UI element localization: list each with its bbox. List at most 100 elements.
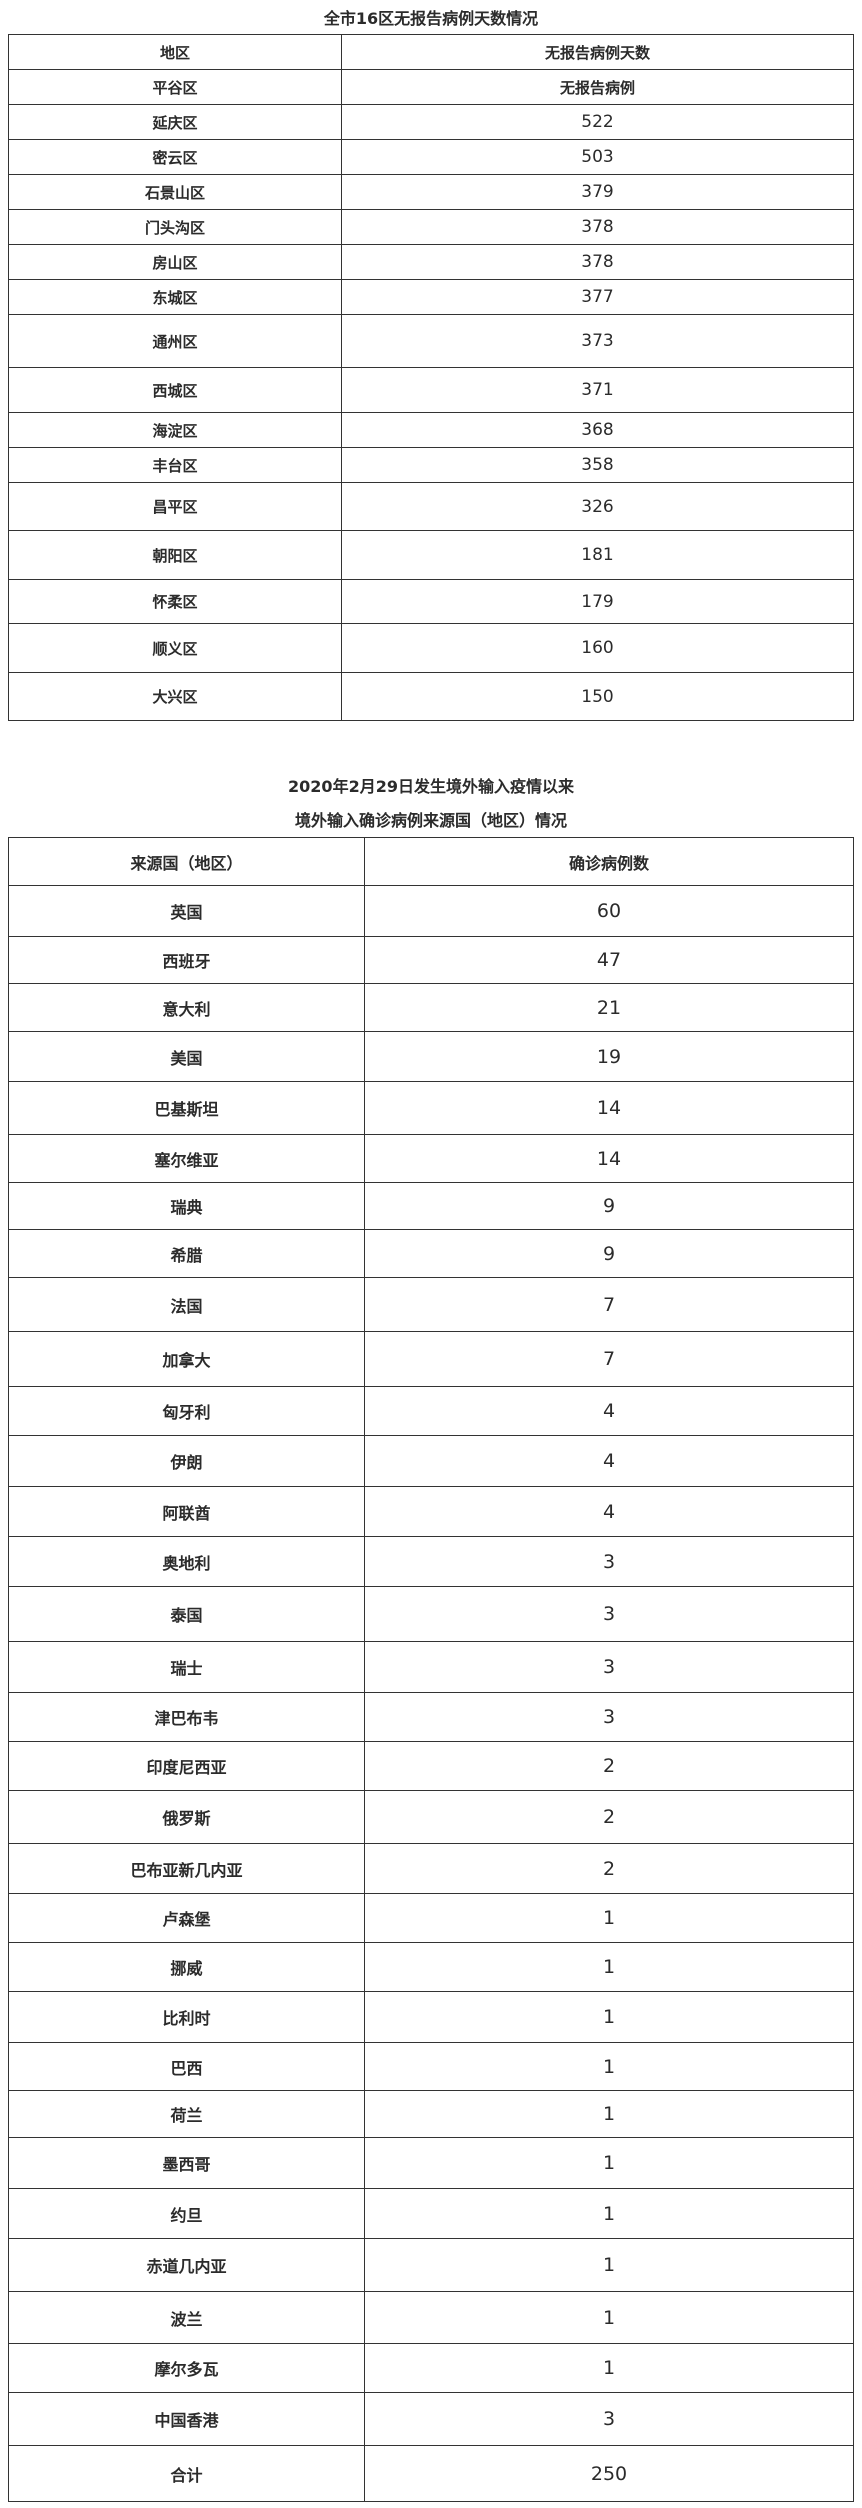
country-cell: 希腊 bbox=[8, 1229, 365, 1278]
country-cell: 比利时 bbox=[8, 1991, 365, 2043]
count-cell: 1 bbox=[364, 2042, 854, 2091]
count-cell: 1 bbox=[364, 2291, 854, 2344]
region-cell: 石景山区 bbox=[8, 174, 342, 210]
country-cell: 加拿大 bbox=[8, 1331, 365, 1387]
table2-title-line1: 2020年2月29日发生境外输入疫情以来 bbox=[288, 777, 574, 796]
days-cell: 368 bbox=[341, 412, 854, 448]
days-cell: 377 bbox=[341, 279, 854, 315]
header-country: 来源国（地区） bbox=[8, 837, 365, 886]
region-cell: 延庆区 bbox=[8, 104, 342, 140]
count-cell: 7 bbox=[364, 1277, 854, 1332]
table-row: 石景山区 379 bbox=[8, 174, 854, 210]
region-cell: 西城区 bbox=[8, 367, 342, 413]
country-cell: 伊朗 bbox=[8, 1435, 365, 1487]
days-cell: 378 bbox=[341, 244, 854, 280]
table-row: 波兰 1 bbox=[8, 2291, 854, 2344]
country-cell: 中国香港 bbox=[8, 2392, 365, 2446]
total-label: 合计 bbox=[8, 2445, 365, 2502]
region-cell: 门头沟区 bbox=[8, 209, 342, 245]
count-cell: 60 bbox=[364, 885, 854, 937]
region-cell: 顺义区 bbox=[8, 623, 342, 673]
table-row: 法国 7 bbox=[8, 1277, 854, 1332]
table-row: 海淀区 368 bbox=[8, 412, 854, 448]
country-cell: 挪威 bbox=[8, 1942, 365, 1992]
count-cell: 1 bbox=[364, 2090, 854, 2138]
count-cell: 1 bbox=[364, 1942, 854, 1992]
table-row: 印度尼西亚 2 bbox=[8, 1741, 854, 1791]
header-days: 无报告病例天数 bbox=[341, 34, 854, 70]
count-cell: 3 bbox=[364, 1536, 854, 1587]
table-row: 门头沟区 378 bbox=[8, 209, 854, 245]
table-row: 俄罗斯 2 bbox=[8, 1790, 854, 1844]
table-row: 丰台区 358 bbox=[8, 447, 854, 483]
days-cell: 371 bbox=[341, 367, 854, 413]
days-cell: 326 bbox=[341, 482, 854, 531]
table-row: 东城区 377 bbox=[8, 279, 854, 315]
region-cell: 房山区 bbox=[8, 244, 342, 280]
count-cell: 2 bbox=[364, 1741, 854, 1791]
count-cell: 2 bbox=[364, 1790, 854, 1844]
count-cell: 19 bbox=[364, 1031, 854, 1082]
table-row: 顺义区 160 bbox=[8, 623, 854, 673]
table-row: 比利时 1 bbox=[8, 1991, 854, 2043]
country-cell: 瑞典 bbox=[8, 1182, 365, 1230]
days-cell: 179 bbox=[341, 579, 854, 624]
table-row: 昌平区 326 bbox=[8, 482, 854, 531]
count-cell: 4 bbox=[364, 1386, 854, 1436]
country-cell: 卢森堡 bbox=[8, 1893, 365, 1943]
table-row: 巴西 1 bbox=[8, 2042, 854, 2091]
country-cell: 赤道几内亚 bbox=[8, 2238, 365, 2292]
days-cell: 522 bbox=[341, 104, 854, 140]
count-cell: 1 bbox=[364, 1893, 854, 1943]
days-cell: 378 bbox=[341, 209, 854, 245]
count-cell: 3 bbox=[364, 1641, 854, 1693]
count-cell: 1 bbox=[364, 1991, 854, 2043]
country-cell: 摩尔多瓦 bbox=[8, 2343, 365, 2393]
country-cell: 波兰 bbox=[8, 2291, 365, 2344]
table-row: 匈牙利 4 bbox=[8, 1386, 854, 1436]
table-row: 塞尔维亚 14 bbox=[8, 1134, 854, 1183]
table-row: 瑞士 3 bbox=[8, 1641, 854, 1693]
table-row: 荷兰 1 bbox=[8, 2090, 854, 2138]
table-row: 美国 19 bbox=[8, 1031, 854, 1082]
table-header-row: 地区 无报告病例天数 bbox=[8, 34, 854, 70]
country-cell: 阿联酋 bbox=[8, 1486, 365, 1537]
table-row: 挪威 1 bbox=[8, 1942, 854, 1992]
country-cell: 英国 bbox=[8, 885, 365, 937]
table-row: 朝阳区 181 bbox=[8, 530, 854, 580]
table-row: 巴布亚新几内亚 2 bbox=[8, 1843, 854, 1894]
country-cell: 巴基斯坦 bbox=[8, 1081, 365, 1135]
table-row: 巴基斯坦 14 bbox=[8, 1081, 854, 1135]
days-cell: 503 bbox=[341, 139, 854, 175]
table-row: 卢森堡 1 bbox=[8, 1893, 854, 1943]
table-row: 平谷区 无报告病例 bbox=[8, 69, 854, 105]
district-no-case-days-table: 地区 无报告病例天数 平谷区 无报告病例 延庆区 522 密云区 503 石景山区 379 门头… bbox=[8, 34, 854, 721]
days-cell: 373 bbox=[341, 314, 854, 368]
table-row: 密云区 503 bbox=[8, 139, 854, 175]
count-cell: 9 bbox=[364, 1229, 854, 1278]
region-cell: 平谷区 bbox=[8, 69, 342, 105]
days-cell: 358 bbox=[341, 447, 854, 483]
country-cell: 津巴布韦 bbox=[8, 1692, 365, 1742]
count-cell: 14 bbox=[364, 1134, 854, 1183]
table-row: 西班牙 47 bbox=[8, 936, 854, 984]
region-cell: 通州区 bbox=[8, 314, 342, 368]
count-cell: 2 bbox=[364, 1843, 854, 1894]
table-row: 延庆区 522 bbox=[8, 104, 854, 140]
country-cell: 印度尼西亚 bbox=[8, 1741, 365, 1791]
days-cell: 150 bbox=[341, 672, 854, 721]
count-cell: 7 bbox=[364, 1331, 854, 1387]
count-cell: 1 bbox=[364, 2137, 854, 2189]
country-cell: 意大利 bbox=[8, 983, 365, 1032]
country-cell: 美国 bbox=[8, 1031, 365, 1082]
country-cell: 俄罗斯 bbox=[8, 1790, 365, 1844]
count-cell: 1 bbox=[364, 2343, 854, 2393]
table-header-row: 来源国（地区） 确诊病例数 bbox=[8, 837, 854, 886]
count-cell: 1 bbox=[364, 2238, 854, 2292]
country-cell: 奥地利 bbox=[8, 1536, 365, 1587]
region-cell: 大兴区 bbox=[8, 672, 342, 721]
region-cell: 昌平区 bbox=[8, 482, 342, 531]
count-cell: 14 bbox=[364, 1081, 854, 1135]
table-row: 墨西哥 1 bbox=[8, 2137, 854, 2189]
table-row: 怀柔区 179 bbox=[8, 579, 854, 624]
